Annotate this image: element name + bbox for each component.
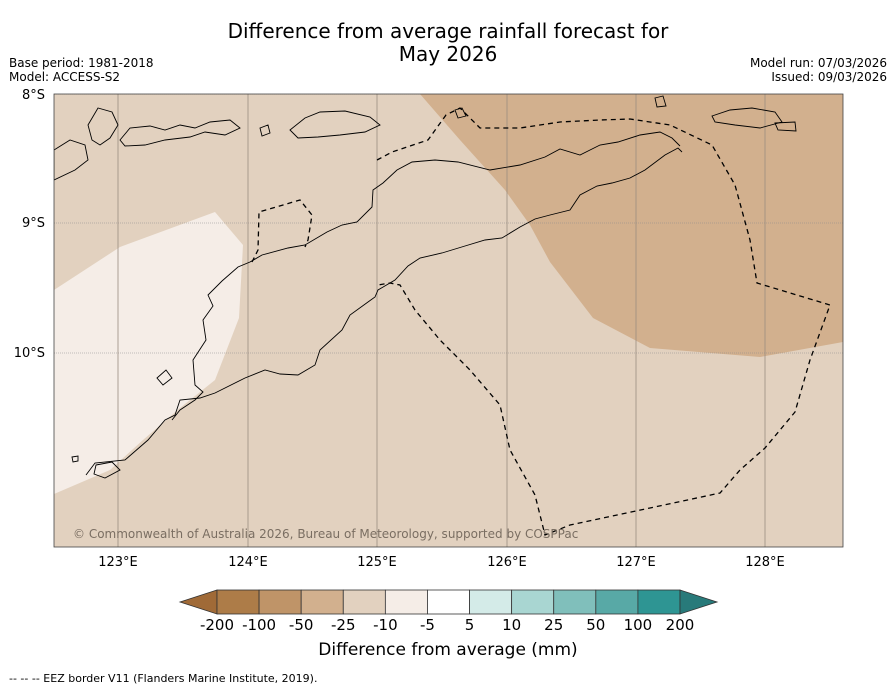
flores-island bbox=[54, 139, 89, 181]
colorbar-extend-high bbox=[679, 589, 719, 615]
chart-title: Difference from average rainfall forecas… bbox=[0, 20, 896, 66]
eez-boundary-north bbox=[376, 107, 831, 536]
lon-label-128e: 128°E bbox=[745, 555, 785, 570]
eez-legend: -- -- -- EEZ border V11 (Flanders Marine… bbox=[9, 672, 318, 685]
colorbar-tick-label: 10 bbox=[502, 616, 521, 634]
rote-island bbox=[93, 461, 121, 479]
alor-island bbox=[119, 119, 241, 147]
colorbar-tick-label: -5 bbox=[420, 616, 435, 634]
colorbar-ticks: -200 -100 -50 -25 -10 -5 5 10 25 50 100 200 bbox=[200, 616, 694, 634]
lon-label-123e: 123°E bbox=[98, 555, 138, 570]
lon-label-127e: 127°E bbox=[616, 555, 656, 570]
colorbar-tick-label: -50 bbox=[289, 616, 314, 634]
colorbar-box bbox=[216, 589, 260, 615]
dry-anomaly-region bbox=[420, 94, 843, 357]
ndao-island bbox=[71, 455, 79, 463]
timor-south-coast bbox=[171, 131, 681, 421]
colorbar-tick-label: -10 bbox=[373, 616, 398, 634]
colorbar-tick-label: 200 bbox=[666, 616, 695, 634]
semau-island bbox=[156, 369, 173, 386]
colorbar-box bbox=[511, 589, 555, 615]
model-text: Model: ACCESS-S2 bbox=[9, 70, 121, 84]
colorbar-tick-label: -25 bbox=[331, 616, 356, 634]
colorbar-box bbox=[427, 589, 470, 615]
meta-left: Base period: 1981-2018 Model: ACCESS-S2 bbox=[9, 56, 154, 84]
meta-right: Model run: 07/03/2026 Issued: 09/03/2026 bbox=[750, 56, 887, 84]
colorbar-extend-low bbox=[178, 589, 218, 615]
babar-island bbox=[711, 107, 783, 129]
title-line-1: Difference from average rainfall forecas… bbox=[227, 19, 669, 43]
model-run-text: Model run: 07/03/2026 bbox=[749, 56, 887, 70]
eez-border bbox=[251, 107, 831, 536]
title-line-2: May 2026 bbox=[398, 42, 498, 66]
base-period-text: Base period: 1981-2018 bbox=[9, 56, 154, 70]
atauro-island bbox=[259, 124, 271, 137]
colorbar-tick-label: -200 bbox=[200, 616, 234, 634]
coastlines bbox=[54, 95, 797, 479]
pantar-island bbox=[87, 107, 119, 146]
lat-label-10s: 10°S bbox=[14, 346, 45, 361]
timor-north-coast bbox=[85, 147, 683, 476]
small-island-b bbox=[774, 121, 797, 132]
lon-label-124e: 124°E bbox=[228, 555, 268, 570]
colorbar-tick-label: 50 bbox=[586, 616, 605, 634]
colorbar-tick-label: 5 bbox=[465, 616, 475, 634]
colorbar-box bbox=[469, 589, 513, 615]
eez-boundary-oecusse bbox=[251, 199, 313, 263]
colorbar-box bbox=[384, 589, 428, 615]
issued-text: Issued: 09/03/2026 bbox=[771, 70, 887, 84]
colorbar-tick-label: -100 bbox=[242, 616, 276, 634]
colorbar-boxes bbox=[178, 589, 719, 615]
small-island-a bbox=[654, 95, 667, 108]
colorbar-box bbox=[637, 589, 681, 615]
map-frame bbox=[53, 93, 844, 548]
colorbar-box bbox=[258, 589, 302, 615]
lon-label-125e: 125°E bbox=[357, 555, 397, 570]
colorbar-tick-label: 100 bbox=[624, 616, 653, 634]
colorbar-tick-label: 25 bbox=[544, 616, 563, 634]
colorbar-box bbox=[553, 589, 597, 615]
lat-gridlines bbox=[54, 94, 843, 354]
lat-label-8s: 8°S bbox=[22, 88, 45, 103]
lat-label-9s: 9°S bbox=[22, 216, 45, 231]
wetar-island bbox=[289, 110, 381, 139]
lon-label-126e: 126°E bbox=[487, 555, 527, 570]
colorbar-box bbox=[595, 589, 639, 615]
colorbar-box bbox=[342, 589, 386, 615]
copyright-notice: © Commonwealth of Australia 2026, Bureau… bbox=[73, 527, 579, 541]
lon-gridlines bbox=[117, 94, 766, 547]
colorbar-box bbox=[300, 589, 344, 615]
colorbar-label: Difference from average (mm) bbox=[318, 640, 578, 660]
